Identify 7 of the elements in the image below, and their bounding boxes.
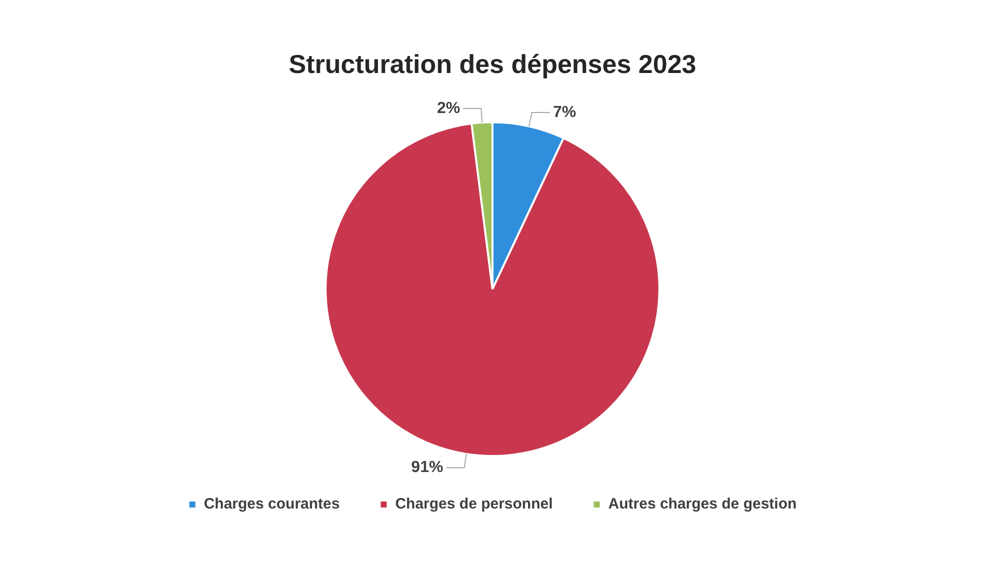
chart-title: Structuration des dépenses 2023 xyxy=(288,48,696,79)
legend-label: Charges courantes xyxy=(204,496,340,513)
legend-label: Autres charges de gestion xyxy=(608,496,797,513)
data-label: 2% xyxy=(437,100,460,117)
legend-label: Charges de personnel xyxy=(395,496,553,513)
data-label: 91% xyxy=(411,459,444,476)
data-label: 7% xyxy=(552,104,576,121)
